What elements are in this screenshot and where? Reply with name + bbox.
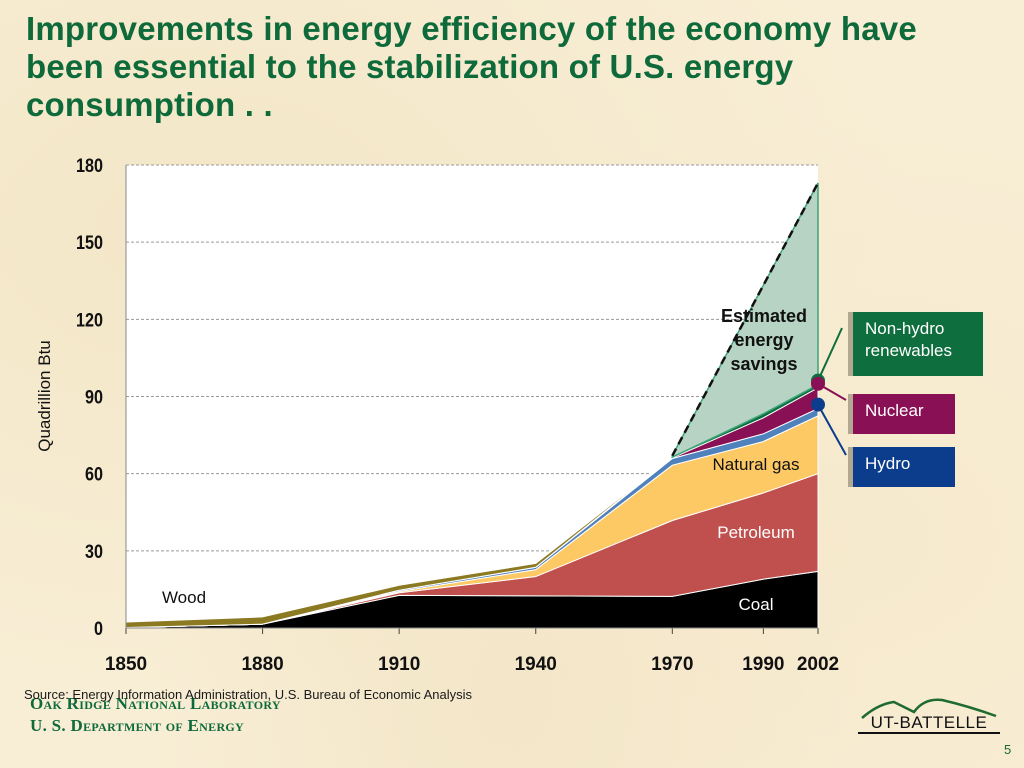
label-wood: Wood [162, 588, 206, 607]
leader-dot-hydro [811, 397, 825, 412]
y-tick-label: 0 [94, 618, 103, 640]
leader-dot-nuclear [811, 376, 825, 391]
y-tick-label: 120 [76, 309, 103, 331]
mountain-icon [861, 698, 997, 719]
label-natural-gas: Natural gas [713, 455, 800, 474]
org-name-ornl: Oak Ridge National Laboratory [30, 694, 281, 713]
ut-battelle-logo: UT-BATTELLE [858, 694, 1000, 740]
y-tick-label: 30 [85, 541, 103, 563]
y-tick-label: 150 [76, 232, 103, 254]
logo-text: UT-BATTELLE [858, 714, 1000, 734]
x-tick-label: 1940 [515, 654, 557, 675]
slide-title: Improvements in energy efficiency of the… [26, 10, 917, 123]
callout-hydro: Hydro [853, 447, 955, 487]
x-tick-label: 1910 [378, 654, 420, 675]
label-coal: Coal [739, 595, 774, 614]
callout-non-hydro-renewables: Non-hydro renewables [853, 312, 983, 376]
leader-line-hydro [817, 404, 847, 456]
callout-nuclear: Nuclear [853, 394, 955, 434]
y-tick-label: 180 [76, 155, 103, 177]
x-tick-label: 1990 [742, 654, 784, 675]
x-tick-label: 1850 [105, 654, 147, 675]
leader-line-renewables [817, 327, 843, 382]
y-tick-label: 90 [85, 386, 103, 408]
label-estimated-energy-savings: Estimated energy savings [721, 306, 807, 374]
x-tick-label: 2002 [797, 654, 839, 675]
y-axis-label: Quadrillion Btu [35, 340, 54, 452]
org-name-doe: U. S. Department of Energy [30, 716, 245, 735]
x-tick-label: 1880 [241, 654, 283, 675]
page-number: 5 [1004, 742, 1012, 757]
label-petroleum: Petroleum [717, 523, 794, 542]
source-note: Source: Energy Information Administratio… [24, 687, 472, 702]
x-tick-label: 1970 [651, 654, 693, 675]
area-estimated-energy-savings [671, 182, 819, 459]
y-tick-label: 60 [85, 463, 103, 485]
